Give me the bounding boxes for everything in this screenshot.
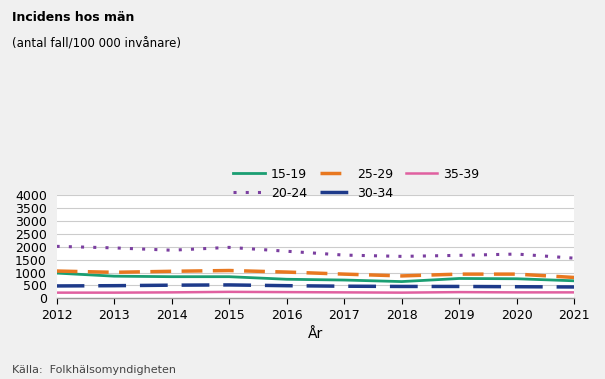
Text: Källa:  Folkhälsomyndigheten: Källa: Folkhälsomyndigheten — [12, 365, 176, 375]
X-axis label: År: År — [308, 327, 323, 341]
Text: Incidens hos män: Incidens hos män — [12, 11, 134, 24]
Text: (antal fall/100 000 invånare): (antal fall/100 000 invånare) — [12, 38, 181, 51]
Legend: 15-19, 20-24, 25-29, 30-34, 35-39: 15-19, 20-24, 25-29, 30-34, 35-39 — [229, 163, 485, 205]
